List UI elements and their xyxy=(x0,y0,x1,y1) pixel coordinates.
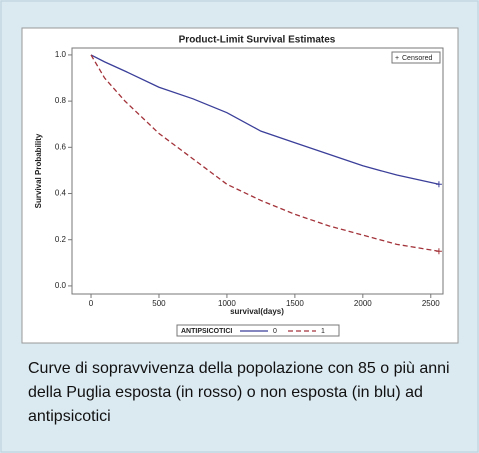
plot-frame xyxy=(71,47,444,295)
x-tick-label: 0 xyxy=(89,299,94,308)
censored-symbol: + xyxy=(395,55,399,62)
y-tick-label: 0.6 xyxy=(55,142,67,151)
legend-label: 1 xyxy=(321,328,325,335)
y-tick-label: 0.2 xyxy=(55,235,67,244)
x-tick-label: 1500 xyxy=(286,299,304,308)
survival-curve xyxy=(90,54,440,185)
censored-legend-box xyxy=(391,51,441,64)
x-axis-label: survival(days) xyxy=(230,307,284,316)
y-axis-label: Survival Probability xyxy=(34,133,43,208)
chart-title: Product-Limit Survival Estimates xyxy=(179,35,336,46)
chart-panel xyxy=(21,27,459,344)
y-tick-label: 0.0 xyxy=(55,281,67,290)
censored-label: Censored xyxy=(402,55,432,62)
censored-marker xyxy=(435,181,442,188)
legend-title: ANTIPSICOTICI xyxy=(181,328,232,335)
censored-marker xyxy=(435,248,442,255)
caption: Curve di sopravvivenza della popolazione… xyxy=(28,360,450,425)
legend-label: 0 xyxy=(273,328,277,335)
x-tick-label: 2000 xyxy=(354,299,372,308)
survival-curve xyxy=(90,54,440,252)
y-tick-label: 0.4 xyxy=(55,189,67,198)
y-tick-label: 1.0 xyxy=(55,50,67,59)
x-tick-label: 500 xyxy=(152,299,166,308)
x-tick-label: 2500 xyxy=(422,299,440,308)
y-tick-label: 0.8 xyxy=(55,96,67,105)
x-tick-label: 1000 xyxy=(218,299,236,308)
